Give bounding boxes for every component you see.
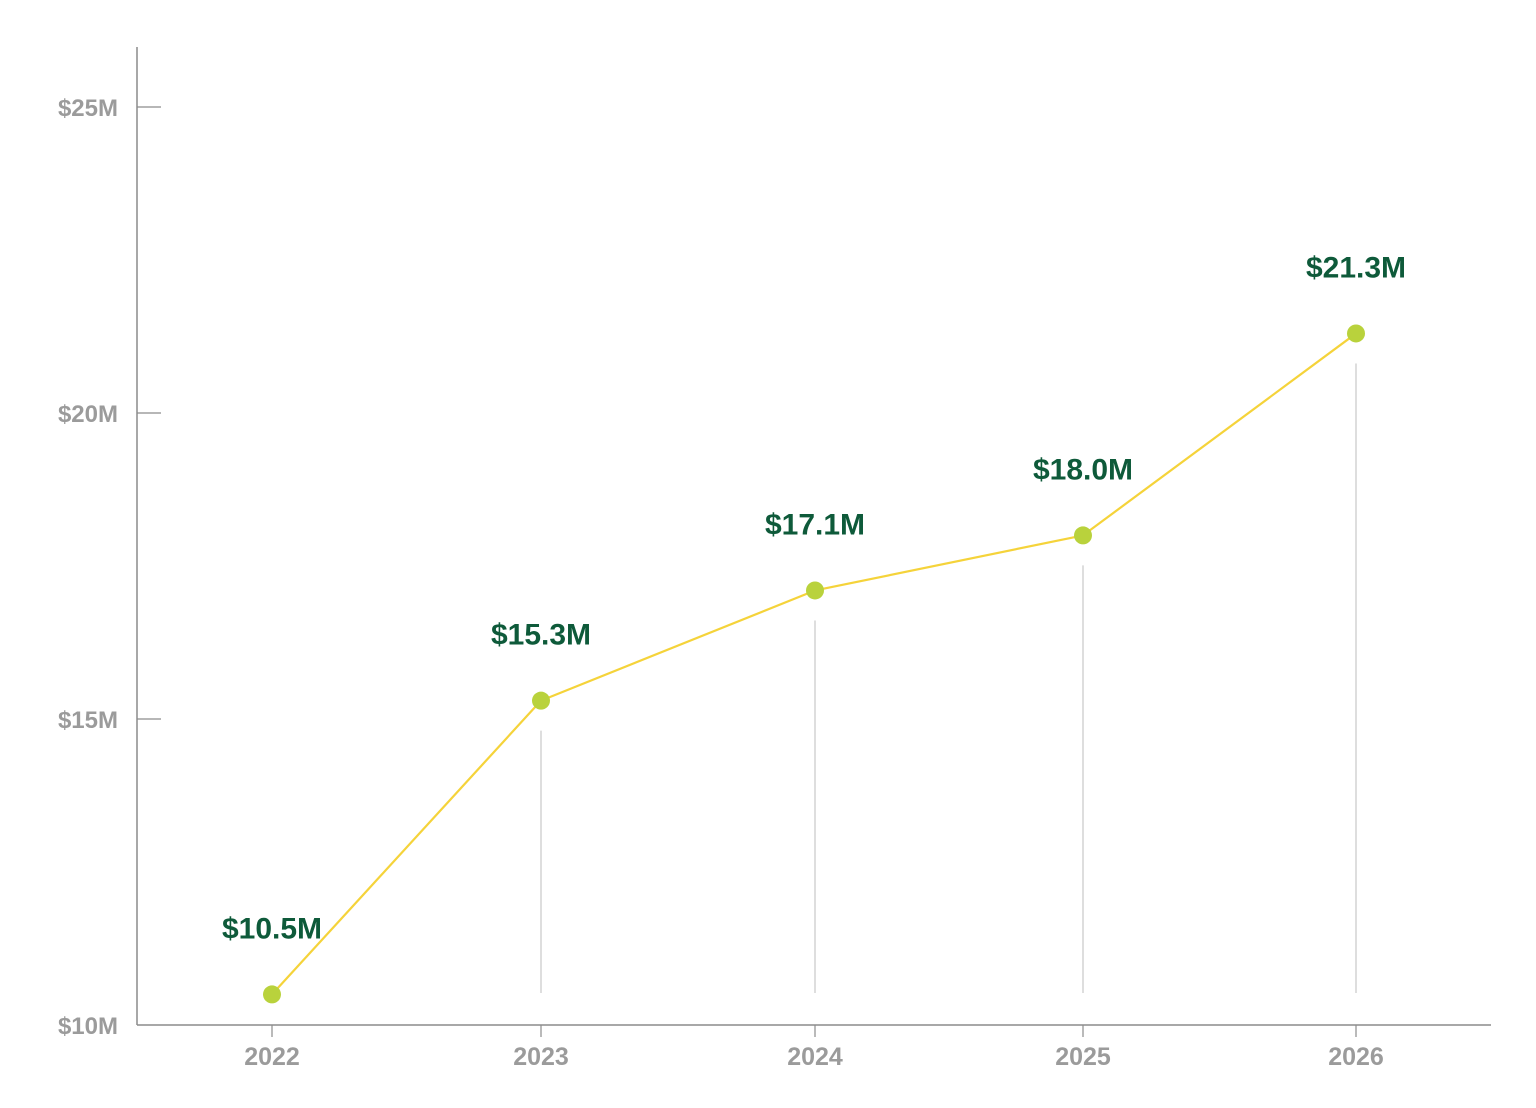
data-point (1347, 324, 1365, 343)
y-tick-label: $25M (58, 95, 118, 122)
x-tick-label: 2022 (244, 1043, 300, 1071)
data-label: $21.3M (1306, 251, 1406, 284)
x-tick-label: 2025 (1055, 1043, 1111, 1071)
data-points (263, 324, 1365, 1004)
data-label: $10.5M (222, 912, 322, 945)
y-tick-label: $10M (58, 1013, 118, 1040)
y-tick-label: $20M (58, 401, 118, 428)
x-ticks: 2022 2023 2024 2025 2026 (244, 1025, 1384, 1071)
drop-lines (540, 363, 1357, 993)
data-labels: $10.5M $15.3M $17.1M $18.0M $21.3M (222, 251, 1406, 945)
series-line-group (271, 332, 1357, 996)
x-tick-label: 2024 (787, 1043, 843, 1071)
data-point (1074, 526, 1092, 545)
axes (136, 47, 1491, 1026)
y-tick-label: $15M (58, 707, 118, 734)
y-ticks: $10M $15M $20M $25M (58, 95, 161, 1040)
data-label: $15.3M (491, 619, 591, 652)
series-line (271, 332, 1357, 996)
x-tick-label: 2026 (1328, 1043, 1384, 1071)
data-point (806, 581, 824, 600)
data-label: $18.0M (1033, 453, 1133, 486)
data-label: $17.1M (765, 508, 865, 541)
data-point (263, 985, 281, 1004)
x-tick-label: 2023 (513, 1043, 569, 1071)
data-point (532, 691, 550, 710)
